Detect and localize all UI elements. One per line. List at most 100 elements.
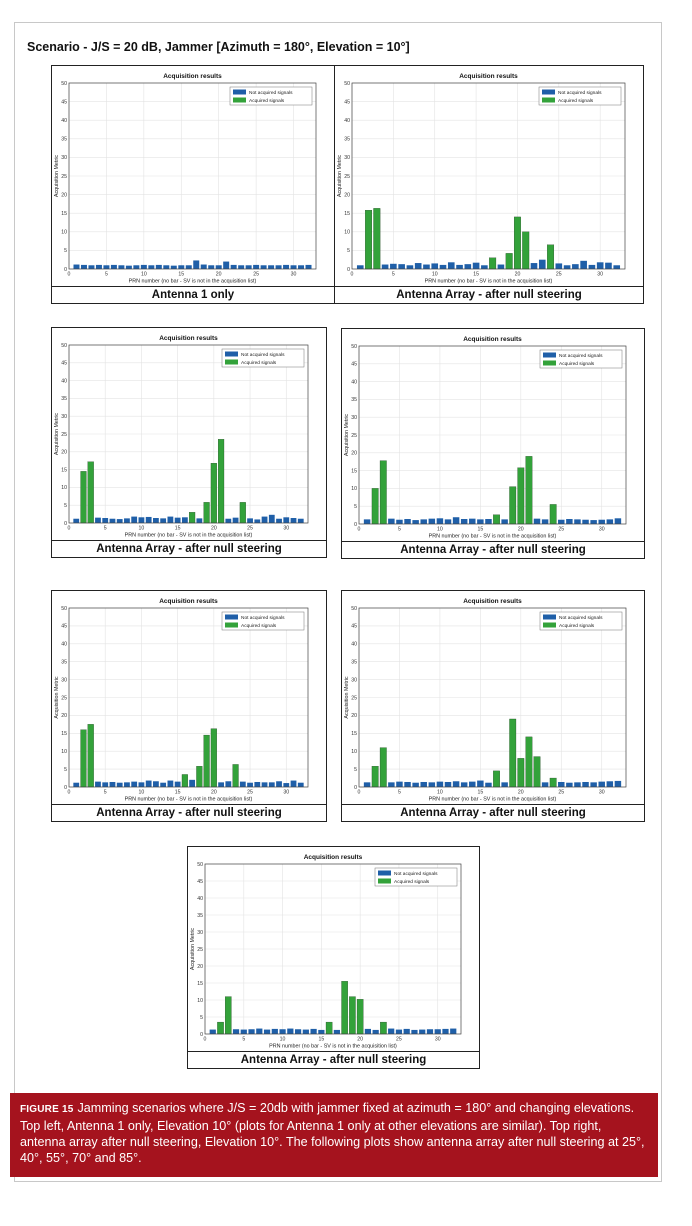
y-tick-label: 10: [344, 230, 350, 236]
y-tick-label: 20: [351, 451, 357, 457]
x-tick-label: 5: [104, 526, 107, 532]
y-tick-label: 50: [61, 81, 67, 87]
y-tick-label: 25: [351, 433, 357, 439]
bar-not-acquired: [302, 1029, 309, 1034]
chart-title: Acquisition results: [159, 598, 218, 605]
bar-not-acquired: [283, 783, 290, 787]
y-tick-label: 50: [197, 862, 203, 868]
bar-not-acquired: [185, 265, 192, 269]
legend-box: [539, 349, 623, 369]
legend-label-acquired: Acquired signals: [249, 98, 285, 104]
x-tick-label: 20: [515, 272, 521, 278]
bar-not-acquired: [261, 782, 268, 787]
y-tick-label: 45: [197, 879, 203, 885]
y-tick-label: 15: [344, 211, 350, 217]
bar-not-acquired: [153, 518, 159, 523]
bar-not-acquired: [103, 265, 110, 269]
bar-not-acquired: [464, 264, 472, 269]
x-tick-label: 15: [477, 790, 483, 796]
y-tick-label: 5: [347, 248, 350, 254]
bar-acquired: [380, 1021, 387, 1035]
bar-not-acquired: [588, 264, 596, 269]
x-axis-label: PRN number (no bar - SV is not in the ac…: [429, 797, 557, 803]
y-axis-label: Acquisition Metric: [190, 928, 196, 971]
bar-acquired: [493, 514, 500, 525]
legend-label-acquired: Acquired signals: [241, 360, 277, 366]
y-tick-label: 30: [61, 677, 67, 683]
chart-panel-2: 0 5 10 15 20 25 30 35 40 45 50 0 5 10 15 20 25 30 Acquisit…: [334, 65, 644, 304]
bar-acquired: [87, 724, 94, 788]
bar-acquired: [356, 999, 364, 1035]
y-tick-label: 5: [64, 767, 67, 773]
bar-not-acquired: [444, 519, 452, 524]
y-tick-label: 15: [61, 731, 67, 737]
bar-not-acquired: [260, 265, 267, 269]
bar-acquired: [489, 257, 497, 270]
bar-not-acquired: [140, 264, 147, 269]
bar-not-acquired: [253, 264, 260, 269]
bar-not-acquired: [398, 264, 405, 269]
plot-border: [68, 82, 317, 270]
bar-not-acquired: [452, 781, 460, 787]
bar-not-acquired: [558, 519, 565, 524]
y-axis-label: Acquisition Metric: [344, 414, 350, 457]
y-tick-label: 20: [351, 713, 357, 719]
bar-acquired: [210, 463, 217, 524]
bar-not-acquired: [333, 1029, 340, 1034]
bar-not-acquired: [138, 782, 145, 787]
bar-not-acquired: [110, 264, 117, 269]
chart-title: Acquisition results: [304, 854, 363, 861]
x-tick-label: 20: [518, 527, 524, 533]
bar-not-acquired: [290, 780, 297, 787]
x-tick-label: 5: [398, 527, 401, 533]
bar-not-acquired: [283, 517, 290, 523]
bar-not-acquired: [450, 1028, 457, 1034]
legend-label-acquired: Acquired signals: [241, 623, 277, 629]
legend-swatch-acquired: [543, 622, 556, 628]
legend-swatch-not-acquired: [543, 614, 556, 620]
bar-acquired: [365, 210, 373, 270]
y-tick-label: 0: [64, 785, 67, 791]
bar-not-acquired: [423, 264, 430, 269]
bar-not-acquired: [95, 517, 101, 523]
y-axis-label: Acquisition Metric: [54, 413, 60, 456]
bar-not-acquired: [209, 1029, 216, 1034]
bar-not-acquired: [477, 780, 484, 787]
bar-acquired: [517, 467, 525, 525]
bar-not-acquired: [95, 781, 101, 787]
bar-not-acquired: [460, 782, 468, 787]
bar-not-acquired: [606, 519, 614, 524]
y-tick-label: 5: [354, 767, 357, 773]
bar-not-acquired: [590, 520, 597, 524]
caption-label: FIGURE 15: [20, 1104, 74, 1115]
chart-panel-3: 0 5 10 15 20 25 30 35 40 45 50 0 5 10 15 20 25 30 Acquisit…: [51, 327, 327, 558]
bar-not-acquired: [501, 519, 508, 524]
bar-not-acquired: [381, 264, 389, 269]
legend-box: [221, 348, 305, 368]
x-tick-label: 0: [358, 527, 361, 533]
bar-not-acquired: [160, 518, 167, 523]
x-tick-label: 15: [473, 272, 479, 278]
bar-not-acquired: [268, 782, 275, 787]
bar-not-acquired: [420, 519, 427, 524]
legend-swatch-not-acquired: [225, 614, 238, 620]
x-tick-label: 25: [247, 526, 253, 532]
y-tick-label: 25: [61, 174, 67, 180]
x-tick-label: 15: [178, 272, 184, 278]
y-tick-label: 30: [344, 155, 350, 161]
bar-not-acquired: [174, 517, 181, 523]
bar-not-acquired: [419, 1029, 426, 1034]
x-tick-label: 25: [253, 272, 259, 278]
bar-not-acquired: [452, 517, 460, 524]
bar-not-acquired: [290, 265, 297, 269]
chart-panel-5: 0 5 10 15 20 25 30 35 40 45 50 0 5 10 15 20 25 30 Acquisit…: [51, 590, 327, 822]
bar-acquired: [196, 766, 203, 788]
y-tick-label: 20: [344, 192, 350, 198]
bar-not-acquired: [428, 782, 436, 787]
x-tick-label: 20: [357, 1037, 363, 1043]
bar-not-acquired: [533, 518, 541, 524]
bar-not-acquired: [481, 265, 488, 269]
x-tick-label: 20: [216, 272, 222, 278]
